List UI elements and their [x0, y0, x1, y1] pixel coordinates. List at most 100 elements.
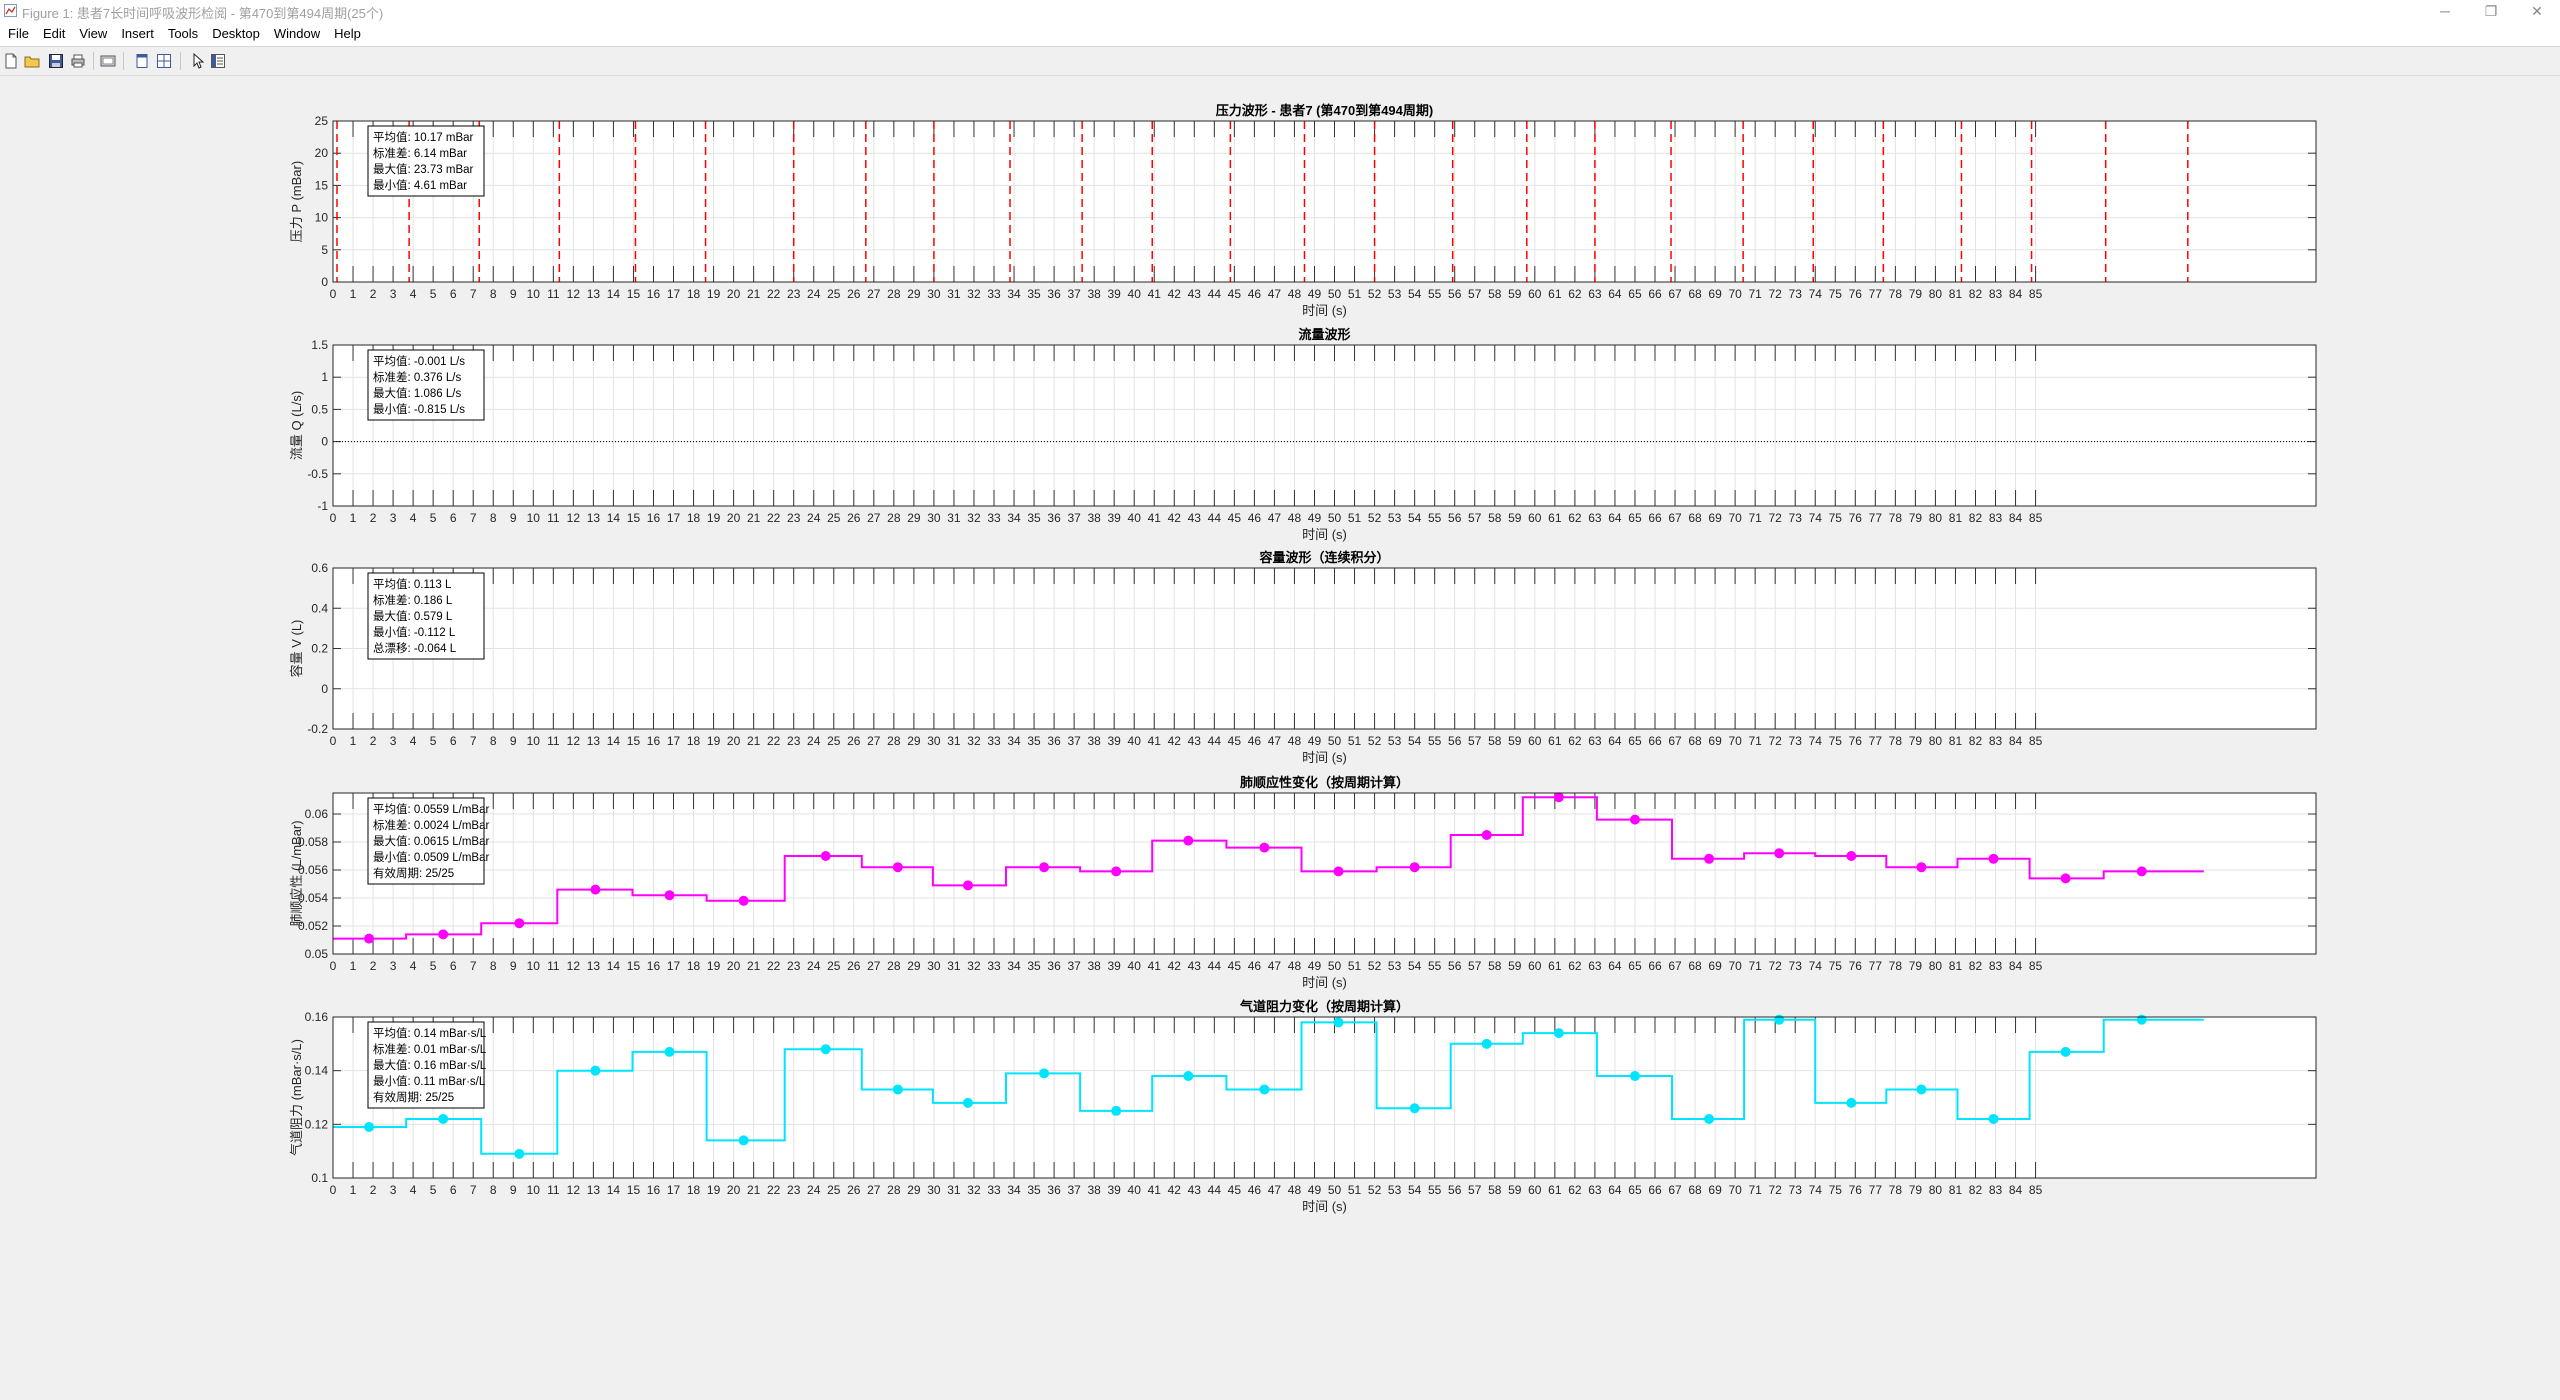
x-tick-label: 11 — [547, 287, 560, 301]
x-tick-label: 64 — [1608, 1183, 1622, 1197]
x-tick-label: 35 — [1027, 1183, 1041, 1197]
x-tick-label: 10 — [527, 1183, 541, 1197]
x-tick-label: 0 — [330, 1183, 337, 1197]
resistance-cycle-point — [1704, 1113, 1715, 1124]
x-tick-label: 49 — [1308, 734, 1322, 748]
x-tick-label: 68 — [1688, 734, 1702, 748]
menu-desktop[interactable]: Desktop — [212, 26, 260, 41]
new-file-icon[interactable] — [3, 53, 19, 69]
pointer-icon[interactable] — [190, 53, 206, 69]
x-tick-label: 2 — [370, 1183, 377, 1197]
x-tick-label: 29 — [907, 287, 921, 301]
x-tick-label: 11 — [547, 959, 560, 973]
x-tick-label: 79 — [1909, 287, 1923, 301]
x-tick-label: 75 — [1829, 511, 1843, 525]
x-tick-label: 26 — [847, 511, 861, 525]
x-tick-label: 18 — [687, 287, 701, 301]
subplot-layout-icon[interactable] — [156, 53, 172, 69]
x-tick-label: 73 — [1789, 1183, 1803, 1197]
x-tick-label: 57 — [1468, 959, 1482, 973]
x-tick-label: 52 — [1368, 1183, 1382, 1197]
x-tick-label: 44 — [1208, 511, 1222, 525]
x-tick-label: 21 — [747, 511, 761, 525]
menu-insert[interactable]: Insert — [121, 26, 154, 41]
x-tick-label: 65 — [1628, 1183, 1642, 1197]
x-tick-label: 35 — [1027, 511, 1041, 525]
x-tick-label: 25 — [827, 287, 841, 301]
x-tick-label: 39 — [1108, 1183, 1122, 1197]
x-tick-label: 13 — [587, 959, 601, 973]
x-tick-label: 62 — [1568, 287, 1582, 301]
dock-figure-icon[interactable] — [134, 53, 150, 69]
save-icon[interactable] — [48, 53, 64, 69]
x-tick-label: 32 — [967, 734, 981, 748]
stats-line: 最小值: 0.11 mBar·s/L — [373, 1075, 486, 1088]
x-tick-label: 72 — [1769, 511, 1783, 525]
window-titlebar: Figure 1: 患者7长时间呼吸波形检阅 - 第470到第494周期(25个… — [0, 0, 2560, 22]
x-tick-label: 51 — [1348, 511, 1362, 525]
x-tick-label: 58 — [1488, 734, 1502, 748]
print-icon[interactable] — [70, 53, 86, 69]
menu-help[interactable]: Help — [334, 26, 361, 41]
x-tick-label: 13 — [587, 511, 601, 525]
x-tick-label: 67 — [1668, 734, 1682, 748]
x-tick-label: 51 — [1348, 959, 1362, 973]
close-icon[interactable]: ✕ — [2531, 3, 2543, 19]
x-tick-label: 0 — [330, 959, 337, 973]
x-tick-label: 42 — [1168, 511, 1182, 525]
stats-textbox-resistance: 平均值: 0.14 mBar·s/L 标准差: 0.01 mBar·s/L 最大值:… — [367, 1021, 487, 1109]
resistance-cycle-point — [1916, 1084, 1927, 1095]
x-axis-label: 时间 (s) — [1302, 303, 1347, 318]
x-tick-label: 14 — [607, 1183, 621, 1197]
x-tick-label: 3 — [390, 1183, 397, 1197]
x-tick-label: 58 — [1488, 287, 1502, 301]
x-tick-label: 39 — [1108, 959, 1122, 973]
compliance-cycle-point — [2136, 866, 2147, 877]
x-tick-label: 76 — [1849, 1183, 1863, 1197]
x-tick-label: 27 — [867, 287, 881, 301]
x-tick-label: 69 — [1708, 734, 1722, 748]
x-tick-label: 26 — [847, 959, 861, 973]
x-tick-label: 43 — [1188, 959, 1202, 973]
x-tick-label: 72 — [1769, 287, 1783, 301]
x-tick-label: 35 — [1027, 287, 1041, 301]
x-tick-label: 64 — [1608, 287, 1622, 301]
x-tick-label: 64 — [1608, 511, 1622, 525]
x-tick-label: 16 — [647, 1183, 661, 1197]
x-tick-label: 57 — [1468, 511, 1482, 525]
menu-file[interactable]: File — [8, 26, 29, 41]
x-tick-label: 16 — [647, 287, 661, 301]
x-tick-label: 10 — [527, 511, 541, 525]
open-folder-icon[interactable] — [24, 53, 40, 69]
x-tick-label: 77 — [1869, 287, 1883, 301]
resistance-cycle-point — [1629, 1071, 1640, 1082]
minimize-icon[interactable]: ─ — [2440, 3, 2450, 19]
menu-edit[interactable]: Edit — [42, 26, 66, 41]
x-tick-label: 69 — [1708, 1183, 1722, 1197]
resistance-cycle-point — [2060, 1046, 2071, 1057]
menu-window[interactable]: Window — [273, 26, 321, 41]
x-tick-label: 5 — [430, 287, 437, 301]
x-tick-label: 75 — [1829, 1183, 1843, 1197]
x-tick-label: 19 — [707, 1183, 721, 1197]
menu-tools[interactable]: Tools — [167, 26, 199, 41]
x-tick-label: 37 — [1067, 511, 1081, 525]
x-tick-label: 50 — [1328, 287, 1342, 301]
x-tick-label: 76 — [1849, 287, 1863, 301]
x-tick-label: 67 — [1668, 287, 1682, 301]
y-tick-label: -0.5 — [307, 467, 328, 481]
x-tick-label: 63 — [1588, 959, 1602, 973]
print-preview-icon[interactable] — [100, 53, 116, 69]
restore-icon[interactable]: ❐ — [2484, 3, 2498, 19]
x-tick-label: 52 — [1368, 734, 1382, 748]
x-tick-label: 69 — [1708, 959, 1722, 973]
property-editor-icon[interactable] — [210, 53, 226, 69]
x-tick-label: 71 — [1748, 734, 1762, 748]
x-tick-label: 34 — [1007, 1183, 1021, 1197]
x-tick-label: 37 — [1067, 1183, 1081, 1197]
x-tick-label: 21 — [747, 734, 761, 748]
x-tick-label: 58 — [1488, 959, 1502, 973]
x-tick-label: 39 — [1108, 734, 1122, 748]
menu-view[interactable]: View — [79, 26, 108, 41]
x-tick-label: 33 — [987, 287, 1001, 301]
